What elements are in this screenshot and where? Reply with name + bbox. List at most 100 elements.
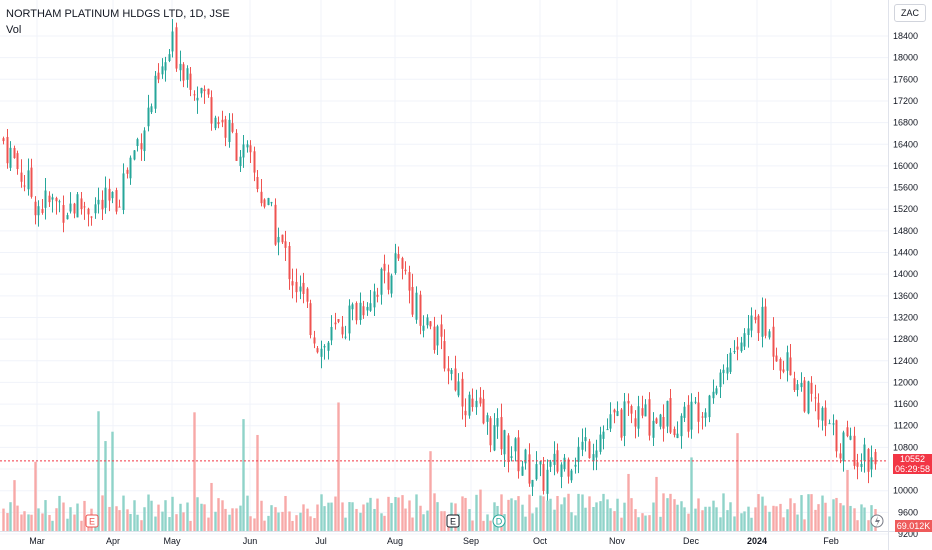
volume-bar [387, 496, 390, 531]
candle-body [870, 457, 873, 470]
y-tick-label: 10000 [893, 486, 918, 496]
candle-body [652, 420, 655, 438]
candle-body [284, 241, 287, 248]
candle-body [291, 281, 294, 286]
y-tick-label: 13200 [893, 312, 918, 322]
volume-bar [48, 514, 51, 531]
candle-body [97, 199, 100, 205]
candle-body [761, 306, 764, 337]
currency-button[interactable]: ZAC [894, 4, 926, 22]
volume-bar [126, 509, 129, 531]
y-tick-label: 18400 [893, 31, 918, 41]
candle-body [539, 461, 542, 465]
candle-body [789, 357, 792, 376]
volume-bar [320, 494, 323, 531]
volume-bar [761, 496, 764, 531]
volume-bar [824, 502, 827, 531]
candle-body [694, 401, 697, 403]
candle-body [207, 88, 210, 95]
earnings-marker [85, 514, 99, 528]
candle-body [546, 469, 549, 494]
volume-bar [740, 513, 743, 531]
candle-body [164, 62, 167, 71]
volume-bar [383, 515, 386, 531]
volume-bar [687, 513, 690, 531]
candle-body [351, 304, 354, 310]
volume-bar [839, 503, 842, 531]
candle-body [309, 303, 312, 336]
candle-body [147, 107, 150, 127]
candle-body [704, 412, 707, 418]
candle-body [217, 122, 220, 125]
candle-body [475, 400, 478, 408]
volume-bar [150, 500, 153, 531]
event-marker-label: E [450, 517, 456, 527]
candle-body [764, 306, 767, 336]
volume-bar [849, 505, 852, 531]
volume-bar [489, 520, 492, 531]
volume-bar [323, 506, 326, 531]
candle-body [750, 315, 753, 331]
volume-bar [867, 520, 870, 531]
volume-bar [83, 500, 86, 531]
candle-body [719, 372, 722, 388]
volume-bar [623, 502, 626, 531]
volume-bar [676, 504, 679, 531]
candle-body [715, 388, 718, 394]
candle-body [690, 401, 693, 430]
volume-bar [41, 513, 44, 531]
volume-bar [627, 473, 630, 531]
candle-body [567, 459, 570, 477]
volume-bar [23, 511, 26, 531]
volume-bar [860, 504, 863, 531]
candle-body [616, 411, 619, 416]
candle-body [842, 432, 845, 462]
event-marker-label: E [89, 517, 95, 527]
candle-body [193, 94, 196, 96]
volume-bar [542, 496, 545, 531]
candle-body [133, 150, 136, 160]
volume-bar [524, 516, 527, 531]
candle-body [369, 303, 372, 311]
last-price-tag: 10552 06:29:58 [893, 453, 932, 474]
volume-bar [553, 509, 556, 531]
candle-body [606, 429, 609, 431]
volume-bar [157, 504, 160, 531]
symbol-title: NORTHAM PLATINUM HLDGS LTD, 1D, JSE [6, 8, 230, 20]
volume-bar [348, 502, 351, 531]
volume-bar [539, 495, 542, 531]
volume-bar [620, 517, 623, 531]
candle-body [87, 208, 90, 215]
candle-body [235, 132, 238, 161]
candle-body [524, 449, 527, 464]
volume-bar [27, 514, 30, 531]
volume-bar [634, 509, 637, 531]
volume-bar [37, 508, 40, 531]
candle-body [249, 145, 252, 153]
candle-body [422, 325, 425, 331]
volume-bar [507, 499, 510, 531]
candle-body [810, 382, 813, 394]
candle-body [44, 190, 47, 208]
candle-body [521, 466, 524, 476]
candle-body [2, 138, 5, 142]
candle-body [436, 326, 439, 346]
y-tick-label: 18000 [893, 53, 918, 63]
candle-body [581, 441, 584, 450]
volume-bar [235, 508, 238, 531]
candle-body [740, 342, 743, 352]
candle-body [295, 281, 298, 293]
volume-bar [51, 520, 54, 531]
candle-body [644, 404, 647, 417]
candle-body [58, 201, 61, 203]
candle-body [27, 170, 30, 190]
volume-bar [309, 516, 312, 531]
volume-bar [609, 508, 612, 531]
volume-bar [228, 514, 231, 531]
volume-bar [429, 451, 432, 531]
candle-body [186, 68, 189, 80]
volume-bar [733, 516, 736, 531]
volume-bar [521, 504, 524, 531]
candle-body [231, 123, 234, 132]
